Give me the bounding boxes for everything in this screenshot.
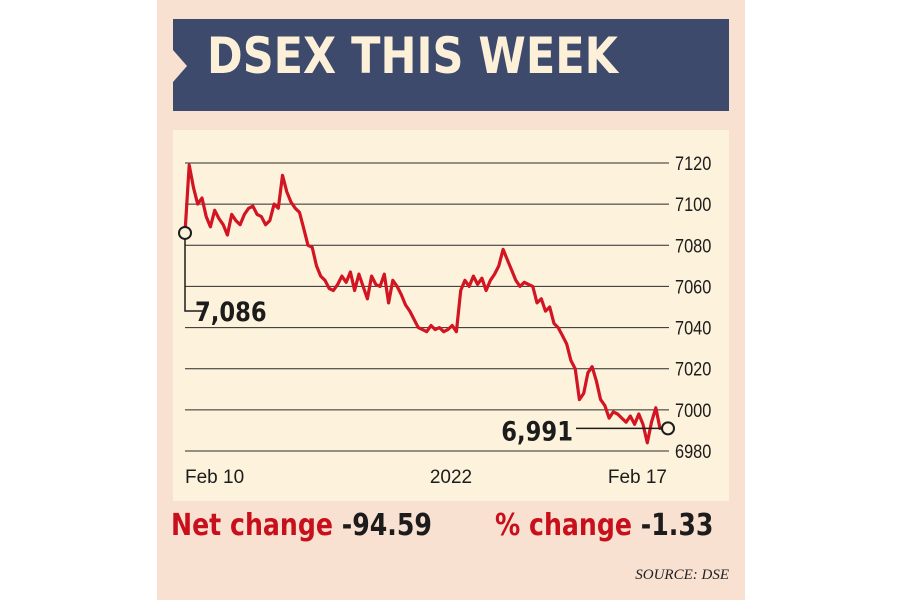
gridlines xyxy=(185,162,669,452)
x-tick-label: Feb 17 xyxy=(608,467,667,488)
title-banner: DSEX THIS WEEK xyxy=(173,19,729,111)
infographic-card: DSEX THIS WEEK 7120 7100 7080 7060 7040 7020 7… xyxy=(157,0,745,600)
source-note: SOURCE: DSE xyxy=(635,567,729,583)
net-change-label: Net change xyxy=(171,508,333,543)
x-tick-label: Feb 10 xyxy=(185,467,244,488)
start-value-label: 7,086 xyxy=(195,296,267,327)
y-tick-label: 7100 xyxy=(675,194,711,215)
y-tick-label: 7120 xyxy=(675,153,711,174)
x-tick-label: 2022 xyxy=(430,467,472,488)
percent-change-summary: % change -1.33 xyxy=(495,508,713,556)
percent-change-label: % change xyxy=(495,508,632,543)
end-point-marker xyxy=(661,421,675,436)
line-chart: 7120 7100 7080 7060 7040 7020 7000 6980 Feb 10 2… xyxy=(178,153,711,488)
net-change-summary: Net change -94.59 xyxy=(171,508,432,556)
start-leader-line xyxy=(184,238,203,312)
series-line xyxy=(183,163,662,445)
plot-area: 7120 7100 7080 7060 7040 7020 7000 6980 Feb 10 2… xyxy=(173,130,729,501)
y-tick-label: 6980 xyxy=(675,441,711,462)
y-tick-label: 7080 xyxy=(675,235,711,256)
net-change-value: -94.59 xyxy=(341,508,432,543)
y-axis-tick-labels: 7120 7100 7080 7060 7040 7020 7000 6980 xyxy=(675,153,711,462)
end-value-label: 6,991 xyxy=(501,415,573,446)
y-tick-label: 7060 xyxy=(675,276,711,297)
y-tick-label: 7000 xyxy=(675,400,711,421)
series-group xyxy=(183,163,662,445)
percent-change-value: -1.33 xyxy=(640,508,714,543)
annotations: 7,086 6,991 xyxy=(178,225,675,447)
start-point-marker xyxy=(178,225,192,240)
banner-notch xyxy=(173,50,187,82)
chart-title: DSEX THIS WEEK xyxy=(207,27,618,85)
x-axis-tick-labels: Feb 10 2022 Feb 17 xyxy=(185,467,667,488)
y-tick-label: 7040 xyxy=(675,317,711,338)
y-tick-label: 7020 xyxy=(675,359,711,380)
